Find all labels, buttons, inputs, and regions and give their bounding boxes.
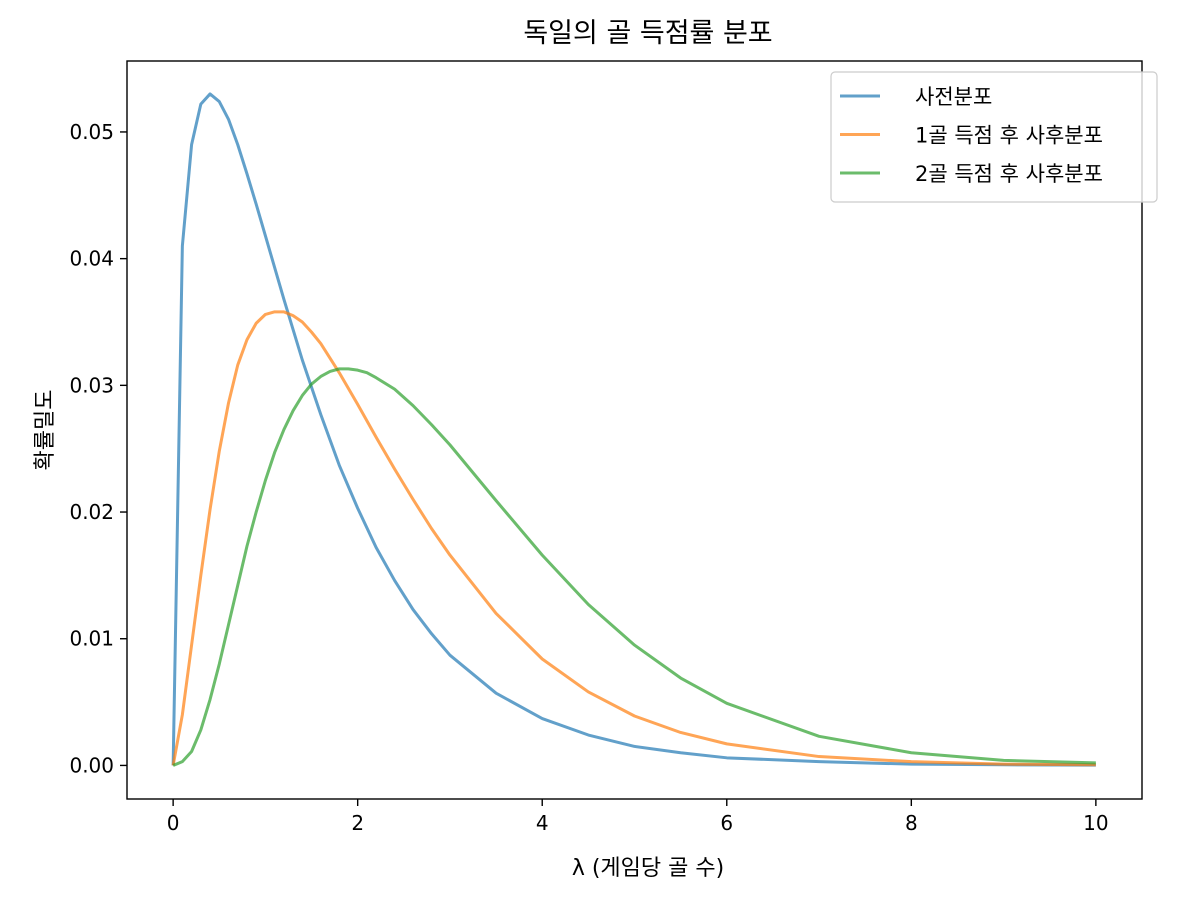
legend-label-2: 1골 득점 후 사후분포 xyxy=(915,124,1103,148)
series-line-1 xyxy=(171,92,1096,767)
y-tick-label: 0.04 xyxy=(69,247,114,271)
y-tick-label: 0.02 xyxy=(69,500,114,524)
y-tick-label: 0.05 xyxy=(69,120,114,144)
y-tick-label: 0.00 xyxy=(69,753,114,777)
plot-frame xyxy=(126,60,1143,800)
x-tick-label: 4 xyxy=(536,811,549,835)
legend-label-1: 사전분포 xyxy=(915,85,992,109)
x-tick-label: 2 xyxy=(351,811,364,835)
series-line-2 xyxy=(171,310,1096,767)
x-axis-label: λ (게임당 골 수) xyxy=(572,856,724,881)
series-line-3 xyxy=(172,367,1096,767)
legend: 사전분포 1골 득점 후 사후분포 2골 득점 후 사후분포 xyxy=(830,71,1158,203)
y-axis-ticks: 0.00 0.01 0.02 0.03 0.04 0.05 xyxy=(69,120,127,777)
y-tick-label: 0.03 xyxy=(69,373,114,397)
x-axis-ticks: 0 2 4 6 8 10 xyxy=(167,799,1109,835)
x-tick-label: 6 xyxy=(720,811,733,835)
x-tick-label: 8 xyxy=(905,811,918,835)
x-tick-label: 0 xyxy=(167,811,180,835)
x-tick-label: 10 xyxy=(1083,811,1108,835)
series-layer xyxy=(171,92,1096,767)
y-axis-label: 확률밀도 xyxy=(33,390,58,471)
legend-label-3: 2골 득점 후 사후분포 xyxy=(915,162,1103,186)
legend-box xyxy=(830,71,1158,203)
y-tick-label: 0.01 xyxy=(69,627,114,651)
chart-title: 독일의 골 득점률 분포 xyxy=(523,18,772,49)
